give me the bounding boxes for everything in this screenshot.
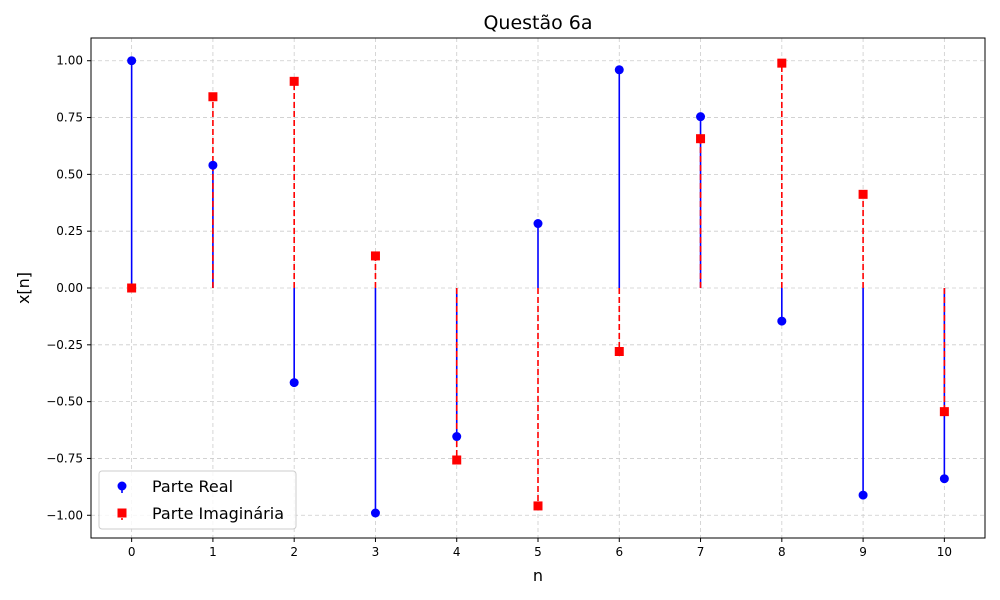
x-tick-label: 5	[534, 545, 542, 559]
legend-entry-real: Parte Real	[117, 477, 233, 496]
legend-marker-real	[117, 481, 127, 491]
marker-real	[289, 378, 299, 388]
marker-real	[939, 474, 949, 484]
marker-real	[208, 160, 218, 170]
ticks-layer: 0 1 2 3 4 5 6 7 8 9 10 1.00 0.75 0.50 0.25 0.00 −0.25 −0.…	[46, 54, 952, 559]
marker-imag	[939, 407, 949, 417]
x-tick-label: 8	[778, 545, 786, 559]
y-tick-label: −0.50	[46, 395, 83, 409]
marker-imag	[452, 455, 462, 465]
y-tick-label: −0.25	[46, 338, 83, 352]
stems-layer	[130, 60, 946, 513]
y-tick-label: −1.00	[46, 508, 83, 522]
y-axis-title: x[n]	[14, 272, 33, 304]
markers-layer	[127, 56, 949, 518]
marker-imag	[370, 251, 380, 261]
y-tick-label: 0.00	[56, 281, 83, 295]
x-tick-label: 2	[290, 545, 298, 559]
legend-entry-imag: Parte Imaginária	[117, 504, 284, 523]
marker-imag	[858, 189, 868, 199]
legend-marker-imag	[117, 508, 127, 518]
x-tick-label: 9	[859, 545, 867, 559]
marker-real	[533, 219, 543, 229]
marker-real	[452, 432, 462, 442]
x-tick-label: 4	[453, 545, 461, 559]
legend-label-imag: Parte Imaginária	[152, 504, 284, 523]
x-tick-label: 10	[937, 545, 952, 559]
y-tick-label: 0.50	[56, 167, 83, 181]
marker-real	[370, 508, 380, 518]
chart-title: Questão 6a	[483, 12, 592, 34]
marker-real	[777, 316, 787, 326]
marker-real	[858, 490, 868, 500]
marker-real	[127, 56, 137, 66]
marker-imag	[127, 283, 137, 293]
y-tick-label: 0.25	[56, 224, 83, 238]
marker-imag	[289, 76, 299, 86]
marker-imag	[777, 58, 787, 68]
x-tick-label: 3	[372, 545, 380, 559]
y-tick-label: −0.75	[46, 451, 83, 465]
x-tick-label: 1	[209, 545, 217, 559]
x-tick-label: 6	[615, 545, 623, 559]
legend-box	[98, 470, 297, 530]
legend: Parte Real Parte Imaginária	[98, 470, 297, 530]
legend-label-real: Parte Real	[152, 477, 233, 496]
marker-real	[614, 65, 624, 75]
x-axis-title: n	[533, 566, 543, 585]
marker-imag	[533, 501, 543, 511]
y-tick-label: 1.00	[56, 54, 83, 68]
x-tick-label: 0	[128, 545, 136, 559]
marker-imag	[208, 92, 218, 102]
x-tick-label: 7	[697, 545, 705, 559]
marker-imag	[614, 347, 624, 356]
marker-imag	[696, 134, 706, 144]
marker-real	[696, 112, 706, 122]
y-tick-label: 0.75	[56, 111, 83, 125]
